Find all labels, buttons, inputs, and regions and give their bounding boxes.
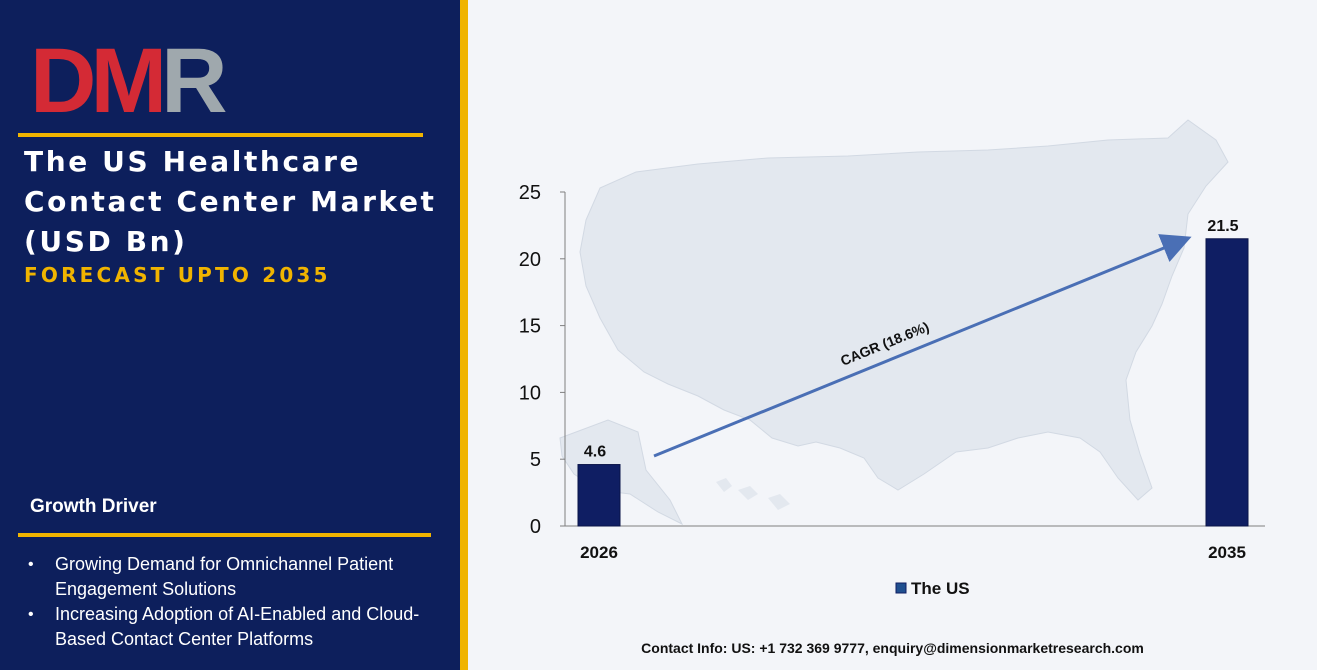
x-tick-label-2035: 2035 <box>1208 543 1246 562</box>
left-panel: DMR The US Healthcare Contact Center Mar… <box>0 0 460 670</box>
growth-driver-list: Growing Demand for Omnichannel Patient E… <box>28 552 448 652</box>
bar-series-the-us: 4.6 21.5 <box>577 218 1249 527</box>
y-axis: 0 5 10 15 20 25 <box>519 182 1265 538</box>
title-top-rule <box>18 133 423 137</box>
report-title: The US Healthcare Contact Center Market … <box>24 145 437 258</box>
x-axis-labels: 2026 2035 <box>580 543 1246 562</box>
contact-info: Contact Info: US: +1 732 369 9777, enqui… <box>641 640 1144 656</box>
hawaii-shape <box>716 478 790 510</box>
alaska-shape <box>559 419 684 526</box>
growth-driver-item: Growing Demand for Omnichannel Patient E… <box>28 552 448 602</box>
dmr-logo: DMR <box>30 40 232 120</box>
growth-driver-item: Increasing Adoption of AI-Enabled and Cl… <box>28 602 448 652</box>
bar-2035 <box>1205 238 1249 527</box>
us-map-shape <box>579 119 1229 501</box>
panel-divider <box>460 0 468 670</box>
bar-2026 <box>577 464 621 527</box>
y-tick-label: 25 <box>519 182 541 204</box>
y-tick-label: 10 <box>519 382 541 404</box>
data-label-2035: 21.5 <box>1207 218 1238 235</box>
growth-driver-heading: Growth Driver <box>30 496 157 517</box>
y-tick-label: 5 <box>530 449 541 471</box>
cagr-arrow <box>653 234 1192 458</box>
y-tick-label: 15 <box>519 316 541 338</box>
report-subtitle: FORECAST UPTO 2035 <box>24 263 331 287</box>
svg-text:DMR: DMR <box>30 40 226 120</box>
y-tick-label: 20 <box>519 249 541 271</box>
chart-panel: 0 5 10 15 20 25 4.6 21.5 2026 2035 CAGR (18.6%)… <box>468 0 1317 670</box>
chart-legend: The US <box>895 579 970 598</box>
growth-driver-rule <box>18 533 431 537</box>
data-label-2026: 4.6 <box>584 444 606 461</box>
y-tick-label: 0 <box>530 516 541 538</box>
legend-swatch <box>895 582 907 594</box>
x-tick-label-2026: 2026 <box>580 543 618 562</box>
legend-label: The US <box>911 579 970 598</box>
